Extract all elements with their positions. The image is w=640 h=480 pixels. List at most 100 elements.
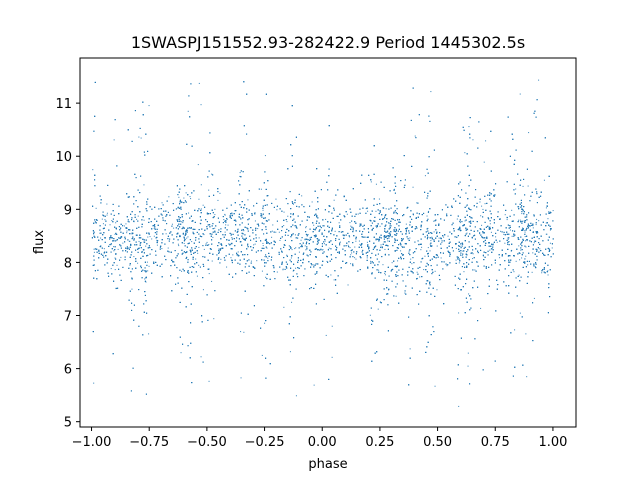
data-point [109,224,111,226]
data-point [405,223,407,225]
data-point [122,242,124,244]
data-point [459,222,461,224]
data-point [369,314,371,316]
data-point [507,238,509,240]
data-point [479,201,481,203]
data-point [465,205,467,207]
data-point [256,260,258,262]
data-point [429,250,431,252]
data-point [337,215,339,217]
data-point [326,260,328,262]
data-point [309,237,311,239]
data-point [177,243,179,245]
data-point [384,215,386,217]
data-point [95,207,97,209]
data-point [523,220,525,222]
data-point [404,292,406,294]
data-point [239,216,241,218]
data-point [474,269,476,271]
data-point [357,213,359,215]
data-point [208,189,210,191]
data-point [261,354,263,356]
data-point [200,208,202,210]
data-point [223,219,225,221]
data-point [260,188,262,190]
data-point [101,218,103,220]
data-point [400,244,402,246]
data-point [212,236,214,238]
data-point [482,255,484,257]
data-point [472,253,474,255]
data-point [295,225,297,227]
data-point [304,245,306,247]
data-point [313,264,315,266]
data-point [482,208,484,210]
data-point [436,245,438,247]
data-point [389,225,391,227]
data-point [339,241,341,243]
data-point [384,274,386,276]
data-point [247,244,249,246]
data-point [92,169,94,171]
data-point [208,380,210,382]
data-point [180,352,182,354]
data-point [228,243,230,245]
data-point [315,263,317,265]
data-point [378,198,380,200]
data-point [421,246,423,248]
data-point [243,230,245,232]
scatter-points [91,79,554,407]
data-point [464,152,466,154]
data-point [431,237,433,239]
data-point [151,238,153,240]
data-point [549,242,551,244]
data-point [153,227,155,229]
data-point [182,222,184,224]
data-point [301,195,303,197]
data-point [261,270,263,272]
data-point [213,318,215,320]
data-point [305,227,307,229]
data-point [522,227,524,229]
data-point [551,247,553,249]
data-point [549,229,551,231]
data-point [298,251,300,253]
data-point [350,263,352,265]
data-point [106,214,108,216]
data-point [113,250,115,252]
data-point [358,240,360,242]
data-point [183,197,185,199]
data-point [115,222,117,224]
data-point [291,249,293,251]
data-point [536,218,538,220]
data-point [430,240,432,242]
data-point [266,247,268,249]
data-point [226,266,228,268]
data-point [525,333,527,335]
data-point [334,230,336,232]
data-point [198,246,200,248]
data-point [114,233,116,235]
data-point [295,247,297,249]
data-point [116,264,118,266]
data-point [126,232,128,234]
data-point [265,276,267,278]
data-point [520,249,522,251]
data-point [279,239,281,241]
data-point [200,184,202,186]
data-point [313,384,315,386]
data-point [519,93,521,95]
data-point [333,199,335,201]
data-point [114,257,116,259]
data-point [524,240,526,242]
data-point [258,237,260,239]
data-point [287,215,289,217]
data-point [292,203,294,205]
data-point [400,250,402,252]
data-point [467,365,469,367]
data-point [143,219,145,221]
data-point [168,196,170,198]
data-point [323,243,325,245]
data-point [377,308,379,310]
